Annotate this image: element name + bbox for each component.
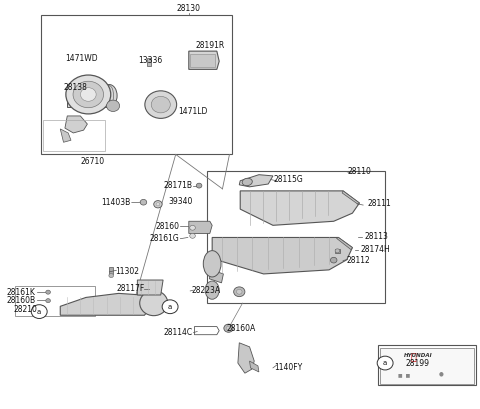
- Circle shape: [145, 91, 177, 118]
- Text: 28160: 28160: [156, 222, 180, 231]
- Circle shape: [226, 326, 231, 330]
- Bar: [381, 348, 474, 384]
- Text: HYUNDAI: HYUNDAI: [404, 353, 432, 358]
- Circle shape: [46, 299, 50, 303]
- Text: 28130: 28130: [177, 4, 201, 13]
- Polygon shape: [189, 51, 219, 70]
- Polygon shape: [240, 175, 273, 187]
- Circle shape: [162, 300, 178, 314]
- Polygon shape: [65, 116, 87, 133]
- Ellipse shape: [102, 85, 117, 107]
- Circle shape: [154, 200, 162, 208]
- Text: 1471WD: 1471WD: [65, 54, 97, 63]
- Polygon shape: [60, 129, 71, 142]
- Text: 28111: 28111: [367, 199, 391, 208]
- Polygon shape: [336, 238, 352, 249]
- Circle shape: [156, 202, 160, 206]
- Text: ⓗ: ⓗ: [410, 351, 416, 361]
- Polygon shape: [342, 191, 360, 204]
- Polygon shape: [212, 238, 352, 274]
- Polygon shape: [238, 343, 254, 373]
- Circle shape: [196, 183, 202, 188]
- Circle shape: [190, 234, 195, 238]
- Polygon shape: [60, 293, 151, 315]
- Text: a: a: [383, 360, 387, 366]
- Text: ●: ●: [439, 372, 444, 377]
- Text: 28115G: 28115G: [274, 175, 304, 184]
- Circle shape: [73, 81, 104, 108]
- Polygon shape: [335, 249, 340, 253]
- Polygon shape: [190, 54, 215, 67]
- Circle shape: [377, 356, 393, 370]
- Circle shape: [234, 287, 245, 297]
- Circle shape: [330, 257, 337, 263]
- Circle shape: [190, 225, 195, 230]
- Polygon shape: [147, 58, 151, 66]
- Text: 1471LD: 1471LD: [179, 108, 208, 117]
- Text: 39340: 39340: [168, 196, 193, 205]
- Circle shape: [31, 305, 47, 319]
- Ellipse shape: [242, 178, 252, 186]
- Text: 28113: 28113: [364, 232, 388, 241]
- Circle shape: [109, 274, 114, 278]
- Text: 11403B: 11403B: [102, 198, 131, 207]
- Text: ■  ■: ■ ■: [398, 372, 410, 377]
- Ellipse shape: [204, 251, 221, 277]
- Text: 28117F: 28117F: [116, 284, 144, 293]
- Text: 28223A: 28223A: [191, 286, 220, 295]
- Polygon shape: [240, 191, 360, 225]
- Text: 28160B: 28160B: [6, 296, 36, 305]
- Circle shape: [81, 88, 96, 101]
- Circle shape: [107, 100, 120, 112]
- Polygon shape: [189, 221, 212, 234]
- Circle shape: [335, 249, 340, 253]
- Polygon shape: [250, 361, 259, 372]
- Text: 28171B: 28171B: [164, 181, 192, 190]
- Text: 26710: 26710: [81, 157, 105, 166]
- Text: 28191R: 28191R: [196, 41, 225, 50]
- Polygon shape: [109, 267, 113, 274]
- Text: 28199: 28199: [406, 360, 430, 369]
- Text: 28160A: 28160A: [226, 324, 255, 333]
- Text: 28161K: 28161K: [7, 288, 36, 297]
- Circle shape: [151, 97, 170, 113]
- Text: 13336: 13336: [138, 56, 163, 65]
- Polygon shape: [67, 85, 107, 107]
- Circle shape: [46, 290, 50, 294]
- Circle shape: [237, 289, 242, 294]
- Text: 28161G: 28161G: [150, 234, 180, 243]
- Circle shape: [140, 200, 147, 205]
- Text: 28114C: 28114C: [163, 328, 192, 337]
- Circle shape: [66, 75, 111, 114]
- Polygon shape: [137, 280, 163, 295]
- Bar: [41, 16, 232, 155]
- Bar: [206, 171, 385, 303]
- Text: 11302: 11302: [115, 267, 139, 276]
- Text: 28210: 28210: [13, 305, 37, 314]
- Bar: [378, 345, 476, 385]
- Text: a: a: [168, 304, 172, 310]
- Circle shape: [224, 324, 233, 332]
- Ellipse shape: [140, 290, 168, 316]
- Polygon shape: [209, 270, 223, 283]
- Text: 28174H: 28174H: [361, 245, 391, 254]
- Text: 28110: 28110: [348, 167, 372, 176]
- Text: 1140FY: 1140FY: [275, 364, 302, 373]
- Text: a: a: [37, 309, 41, 315]
- Text: 28138: 28138: [63, 83, 87, 92]
- Ellipse shape: [205, 281, 219, 299]
- Text: 28112: 28112: [347, 256, 371, 265]
